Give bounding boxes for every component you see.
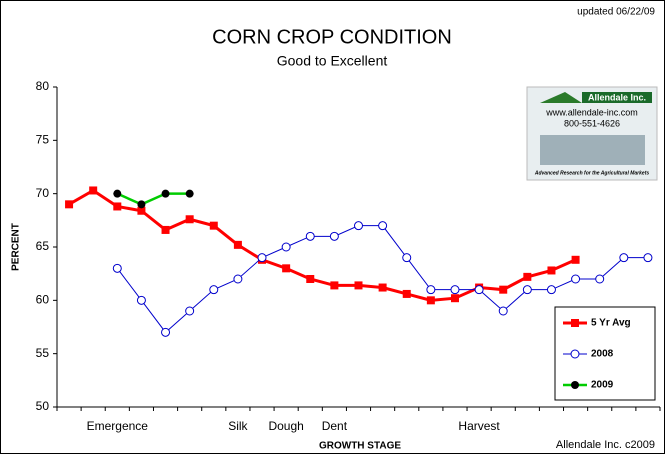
series-line	[116, 192, 190, 206]
marker	[450, 294, 459, 303]
chart-subtitle: Good to Excellent	[277, 53, 388, 69]
marker	[643, 253, 653, 263]
series	[113, 189, 194, 209]
marker	[619, 253, 629, 263]
logo-phone: 800-551-4626	[564, 118, 620, 128]
x-tick-label: Emergence	[87, 419, 149, 433]
logo-tagline: Advanced Research for the Agricultural M…	[534, 170, 650, 176]
marker	[209, 221, 218, 230]
marker	[547, 266, 556, 275]
legend-label: 2008	[591, 349, 614, 360]
marker	[113, 189, 122, 198]
marker	[426, 285, 436, 295]
y-tick-label: 80	[36, 79, 50, 93]
marker	[523, 272, 532, 281]
marker	[450, 285, 460, 295]
marker	[402, 253, 412, 263]
logo-icon	[540, 92, 582, 103]
marker	[499, 285, 508, 294]
y-tick-label: 70	[36, 186, 50, 200]
y-tick-label: 75	[36, 133, 50, 147]
logo-image	[540, 135, 645, 165]
marker	[137, 200, 146, 209]
marker	[522, 285, 532, 295]
marker	[89, 186, 98, 195]
x-tick-label: Harvest	[458, 419, 500, 433]
marker	[330, 281, 339, 290]
logo-name: Allendale Inc.	[588, 92, 646, 102]
y-tick-label: 60	[36, 293, 50, 307]
x-tick-label: Dent	[322, 419, 348, 433]
marker	[498, 306, 508, 316]
x-axis-label: GROWTH STAGE	[319, 441, 401, 452]
marker	[306, 275, 315, 283]
legend-label: 2009	[591, 380, 614, 391]
y-tick-label: 55	[36, 346, 50, 360]
y-axis-label: PERCENT	[11, 223, 22, 271]
marker	[233, 274, 243, 284]
marker	[426, 296, 435, 305]
logo: Allendale Inc. www.allendale-inc.com 800…	[526, 86, 658, 181]
marker	[161, 189, 170, 198]
marker	[546, 285, 556, 295]
marker	[571, 381, 579, 389]
marker	[571, 319, 579, 327]
marker	[65, 200, 74, 209]
marker	[112, 263, 122, 273]
marker	[570, 349, 580, 359]
update-note: updated 06/22/09	[577, 7, 655, 18]
series-line	[68, 188, 577, 302]
marker	[136, 295, 146, 305]
credit: Allendale Inc. c2009	[556, 439, 655, 451]
marker	[329, 231, 339, 241]
marker	[595, 274, 605, 284]
legend: 5 Yr Avg 2008 2009	[554, 306, 656, 401]
marker	[185, 306, 195, 316]
legend-label: 5 Yr Avg	[591, 318, 631, 329]
marker	[474, 285, 484, 295]
marker	[185, 215, 194, 224]
y-tick-label: 50	[36, 399, 50, 413]
series	[112, 221, 653, 337]
marker	[113, 202, 122, 211]
marker	[257, 253, 267, 263]
marker	[354, 221, 363, 231]
x-tick-label: Dough	[268, 419, 303, 433]
marker	[282, 264, 291, 273]
marker	[185, 189, 194, 198]
marker	[402, 289, 411, 298]
series	[65, 186, 580, 305]
marker	[137, 206, 146, 215]
marker	[233, 240, 242, 249]
marker	[161, 327, 171, 337]
x-tick-label: Silk	[228, 419, 248, 433]
marker	[209, 285, 219, 295]
marker	[378, 283, 387, 292]
marker	[571, 274, 581, 284]
logo-banner	[582, 92, 652, 103]
logo-url: www.allendale-inc.com	[545, 107, 638, 117]
chart-title: CORN CROP CONDITION	[212, 26, 452, 48]
marker	[281, 242, 291, 252]
marker	[354, 281, 363, 290]
marker	[571, 255, 580, 264]
marker	[305, 231, 315, 241]
y-tick-label: 65	[36, 239, 50, 253]
marker	[161, 225, 170, 234]
marker	[378, 221, 388, 231]
